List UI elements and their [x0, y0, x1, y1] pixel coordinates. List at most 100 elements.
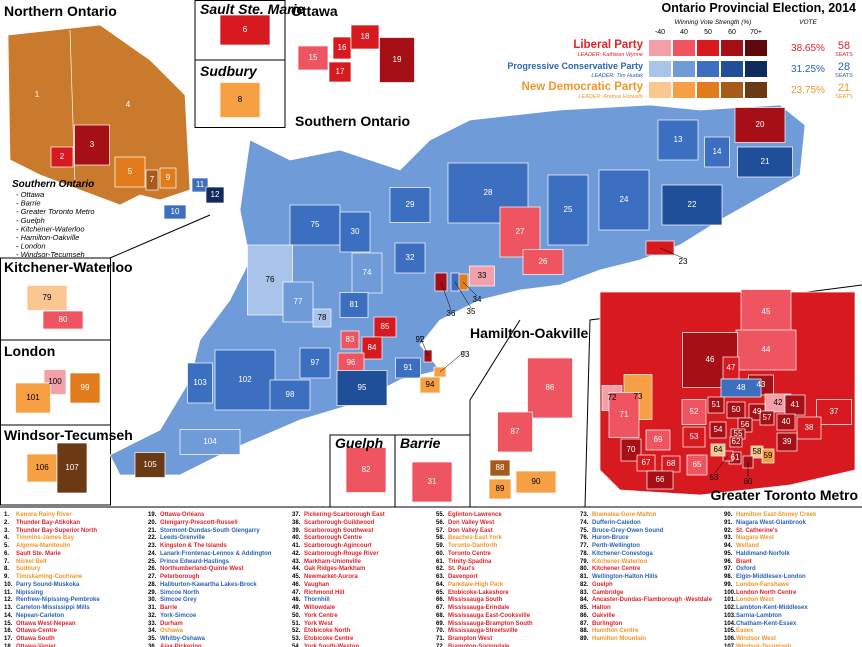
list-name: Nickel Belt — [16, 558, 47, 565]
riding-number: 70 — [627, 445, 636, 454]
riding-area — [682, 426, 706, 448]
riding-number: 18 — [361, 32, 370, 41]
list-name: Algoma-Manitoulin — [16, 543, 70, 549]
list-name: St. Paul's — [448, 566, 475, 573]
list-item: 59Toronto-Danforth — [436, 543, 578, 551]
inset-frame — [0, 257, 111, 506]
list-item: 89Hamilton Mountain — [580, 636, 722, 644]
list-name: Hamilton Mountain — [592, 636, 646, 642]
list-name: Huron-Bruce — [592, 535, 629, 542]
riding-area — [776, 432, 798, 452]
list-item: 82Guelph — [580, 582, 722, 590]
list-name: Essex — [736, 628, 754, 635]
riding-area — [179, 429, 241, 455]
list-name: Timiskaming-Cochrane — [16, 574, 83, 580]
riding-number: 29 — [406, 200, 415, 209]
list-column: 90Hamilton East-Stoney Creek91Niagara We… — [724, 512, 862, 647]
riding-number: 98 — [286, 390, 295, 399]
list-name: Brant — [736, 558, 752, 565]
list-item: 21Stormont-Dundas-South Glengarry — [148, 528, 290, 536]
list-number: 8 — [4, 566, 16, 574]
riding-area — [74, 124, 110, 166]
list-name: Nepean-Carleton — [16, 612, 65, 619]
riding-number: 100 — [48, 377, 62, 386]
list-name: Scarborough Centre — [304, 535, 363, 542]
list-item: 50York Centre — [292, 613, 434, 621]
riding-number: 39 — [783, 437, 792, 446]
list-name: Haliburton-Kawartha Lakes-Brock — [160, 581, 257, 588]
list-name: Perth-Wellington — [592, 543, 640, 549]
list-item: 61Trinity-Spadina — [436, 559, 578, 567]
list-name: London-Fanshawe — [736, 581, 789, 588]
list-name: York West — [304, 620, 333, 627]
riding-number: 8 — [238, 95, 243, 104]
riding-number: 2 — [60, 152, 65, 161]
list-item: 49Willowdale — [292, 605, 434, 613]
list-number: 15 — [4, 621, 16, 629]
list-name: Simcoe North — [160, 589, 200, 596]
list-item: 20Glengarry-Prescott-Russell — [148, 520, 290, 528]
list-item: 27Peterborough — [148, 574, 290, 582]
riding-number: 30 — [351, 227, 360, 236]
list-name: Oshawa — [160, 628, 184, 635]
list-name: Markham-Unionville — [304, 558, 362, 565]
list-number: 16 — [4, 628, 16, 636]
riding-area — [361, 336, 383, 360]
riding-number: 68 — [667, 459, 676, 468]
list-number: 86 — [580, 613, 592, 621]
list-number: 58 — [436, 535, 448, 543]
list-number: 38 — [292, 520, 304, 528]
list-name: Oakville — [592, 612, 616, 619]
list-name: Wellington-Halton Hills — [592, 574, 658, 580]
riding-area — [776, 413, 796, 431]
list-item: 19Ottawa-Orléans — [148, 512, 290, 520]
riding-number: 32 — [406, 253, 415, 262]
list-number: 45 — [292, 574, 304, 582]
riding-area — [737, 146, 793, 178]
swatch — [721, 61, 743, 77]
list-item: 14Nepean-Carleton — [4, 613, 146, 621]
locator-heading: Southern Ontario — [12, 179, 94, 190]
leader-line — [454, 281, 472, 309]
riding-number: 25 — [564, 205, 573, 214]
riding-number: 34 — [473, 295, 482, 304]
list-number: 74 — [580, 520, 592, 528]
list-number: 43 — [292, 559, 304, 567]
riding-number: 9 — [166, 173, 171, 182]
list-name: Haldimand-Norfolk — [736, 550, 790, 557]
list-item: 33Durham — [148, 621, 290, 629]
list-number: 41 — [292, 543, 304, 551]
list-name: Timmins-James Bay — [16, 535, 74, 542]
list-number: 90 — [724, 512, 736, 520]
riding-area — [489, 459, 511, 477]
list-item: 57Don Valley East — [436, 528, 578, 536]
list-name: Ottawa-Orléans — [160, 512, 205, 518]
list-item: 35Whitby-Oshawa — [148, 636, 290, 644]
list-item: 90Hamilton East-Stoney Creek — [724, 512, 862, 520]
riding-area — [488, 478, 512, 500]
list-number: 92 — [724, 528, 736, 536]
list-item: 97Oxford — [724, 566, 862, 574]
list-item: 79Kitchener-Waterloo — [580, 559, 722, 567]
riding-number: 99 — [81, 383, 90, 392]
riding-area — [389, 187, 431, 223]
list-name: York South-Weston — [304, 643, 360, 647]
list-name: Ajax-Pickering — [160, 643, 202, 647]
list-number: 102 — [724, 605, 736, 613]
swatch — [745, 82, 767, 98]
region-label: Northern Ontario — [4, 3, 117, 19]
list-item: 9Timiskaming-Cochrane — [4, 574, 146, 582]
riding-number: 104 — [203, 437, 217, 446]
list-name: Pickering-Scarborough East — [304, 512, 385, 518]
riding-number: 106 — [35, 463, 49, 472]
list-item: 63Davenport — [436, 574, 578, 582]
list-name: Kingston & The Islands — [160, 543, 227, 549]
list-name: Brampton West — [448, 636, 493, 642]
list-name: Ottawa-Centre — [16, 628, 58, 635]
riding-number: 17 — [336, 67, 345, 76]
riding-area — [726, 401, 746, 419]
list-item: 77Perth-Wellington — [580, 543, 722, 551]
leader-line — [713, 455, 729, 475]
riding-area — [26, 453, 58, 483]
